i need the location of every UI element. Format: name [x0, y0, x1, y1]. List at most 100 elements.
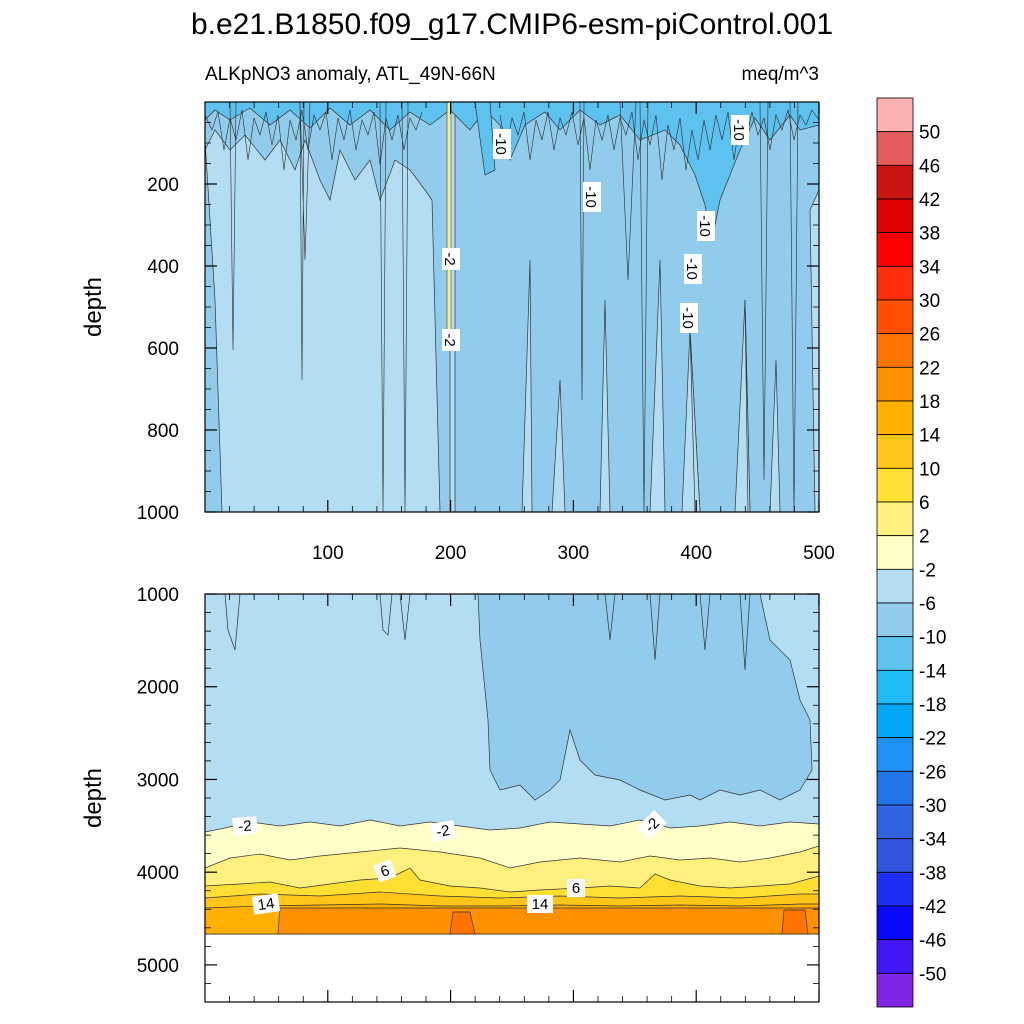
- colorbar-swatch: [876, 568, 914, 604]
- y-tick-label: 1000: [137, 585, 179, 606]
- x-tick-label: 500: [803, 543, 835, 564]
- top-contour-label: -2: [441, 248, 460, 270]
- x-tick-label: 400: [680, 543, 712, 564]
- bottom-zone-deep-orange: [449, 909, 809, 935]
- colorbar-label: 14: [919, 426, 941, 447]
- bottom-contour-label: 6: [373, 859, 397, 883]
- bottom-contour-label: 14: [527, 895, 553, 913]
- bottom-contour-label: 6: [567, 879, 585, 897]
- colorbar-swatch: [876, 232, 914, 267]
- svg-text:-2: -2: [441, 252, 458, 265]
- colorbar-swatch: [876, 838, 914, 873]
- colorbar-label: 42: [919, 190, 940, 211]
- colorbar-label: -30: [919, 796, 946, 817]
- svg-text:-10: -10: [492, 133, 509, 155]
- colorbar-swatch: [876, 131, 914, 166]
- colorbar-swatch: [876, 669, 914, 705]
- colorbar-label: 18: [919, 392, 940, 413]
- chart-subtitle-left: ALKpNO3 anomaly, ATL_49N-66N: [205, 64, 496, 85]
- y-tick-label: 800: [147, 421, 179, 442]
- top-panel: -10 -10 -10 -10 -10 -10 -2 -2: [80, 101, 835, 564]
- chart-subtitle-units: meq/m^3: [741, 64, 819, 85]
- colorbar-label: -10: [919, 628, 946, 649]
- colorbar-swatch: [876, 636, 914, 671]
- colorbar-swatch: [876, 939, 914, 974]
- colorbar-label: -34: [919, 830, 947, 851]
- y-tick-label: 2000: [137, 678, 179, 699]
- svg-text:14: 14: [532, 896, 549, 913]
- colorbar-swatch: [876, 299, 914, 335]
- colorbar-swatch: [876, 164, 914, 200]
- colorbar-label: 2: [919, 527, 930, 548]
- bottom-x-axis: [229, 594, 820, 1002]
- colorbar-swatch: [876, 602, 914, 638]
- top-x-axis: 100 200 300 400 500: [229, 102, 835, 564]
- svg-text:6: 6: [572, 880, 580, 897]
- bottom-contour-label: -2: [637, 810, 667, 840]
- top-contour-label: -10: [683, 254, 702, 284]
- colorbar-swatch: [876, 804, 914, 840]
- colorbar-swatch: [876, 400, 914, 436]
- colorbar-swatch: [876, 770, 914, 806]
- bottom-contour-label: -2: [232, 815, 258, 837]
- colorbar-swatch: [876, 366, 914, 402]
- svg-text:-2: -2: [441, 333, 458, 346]
- x-tick-label: 100: [312, 543, 344, 564]
- colorbar-swatch: [876, 737, 914, 772]
- top-contour-label: -2: [441, 329, 460, 351]
- colorbar-label: -38: [919, 863, 946, 884]
- top-zone-mid-blue-2: [205, 139, 223, 512]
- colorbar-label: 22: [919, 358, 940, 379]
- svg-text:-10: -10: [730, 119, 747, 141]
- colorbar-label: -14: [919, 661, 947, 682]
- bottom-y-axis: 1000 2000 3000 4000 5000: [137, 585, 819, 984]
- y-tick-label: 400: [147, 257, 179, 278]
- svg-text:14: 14: [257, 895, 276, 914]
- colorbar-swatch: [876, 97, 914, 133]
- bottom-contour-label: -2: [429, 820, 457, 842]
- svg-text:-10: -10: [696, 215, 713, 237]
- svg-text:-2: -2: [435, 822, 451, 841]
- colorbar-swatch: [876, 434, 914, 469]
- top-contour-label: -10: [492, 129, 511, 159]
- colorbar-swatch: [876, 905, 914, 941]
- colorbar-label: -50: [919, 964, 946, 985]
- colorbar-swatch: [876, 871, 914, 907]
- top-contour-label: -10: [582, 182, 601, 212]
- x-tick-label: 300: [558, 543, 590, 564]
- y-tick-label: 5000: [137, 956, 179, 977]
- colorbar-label: -6: [919, 594, 936, 615]
- colorbar-label: 30: [919, 291, 940, 312]
- colorbar-label: 46: [919, 156, 940, 177]
- bottom-zone-orange: [277, 907, 819, 935]
- colorbar-label: 34: [919, 257, 941, 278]
- y-tick-label: 1000: [137, 503, 179, 524]
- svg-text:-10: -10: [582, 186, 599, 208]
- top-contour-label: -10: [730, 115, 749, 145]
- y-tick-label: 4000: [137, 863, 179, 884]
- colorbar-label: -22: [919, 729, 946, 750]
- top-y-axis-title: depth: [80, 277, 107, 337]
- bottom-y-axis-title: depth: [80, 768, 107, 828]
- bottom-zone-mid-blue: [477, 594, 813, 801]
- top-surface-contours: [205, 102, 819, 512]
- colorbar-label: 50: [919, 123, 940, 144]
- x-tick-label: 200: [435, 543, 467, 564]
- colorbar-swatch: [876, 265, 914, 301]
- colorbar-label: 38: [919, 224, 940, 245]
- svg-text:-2: -2: [238, 817, 253, 835]
- colorbar-label: -18: [919, 695, 946, 716]
- top-y-axis: 200 400 600 800 1000: [137, 122, 819, 524]
- top-zone-dark-blue-b: [474, 102, 496, 176]
- colorbar-label: -42: [919, 897, 946, 918]
- colorbar: 50 46 42 38 34 30 26 22 18 14 10 6 2 -2 -6 -10 -14 -18 -22…: [876, 97, 947, 1008]
- top-contour-label: -10: [696, 211, 715, 241]
- bottom-contour-label: 14: [251, 893, 281, 915]
- colorbar-swatch: [876, 535, 914, 570]
- colorbar-swatch: [876, 198, 914, 234]
- chart-title: b.e21.B1850.f09_g17.CMIP6-esm-piControl.…: [191, 8, 833, 41]
- top-contour-label: -10: [679, 303, 698, 333]
- colorbar-swatch: [876, 972, 914, 1008]
- colorbar-label: -46: [919, 931, 946, 952]
